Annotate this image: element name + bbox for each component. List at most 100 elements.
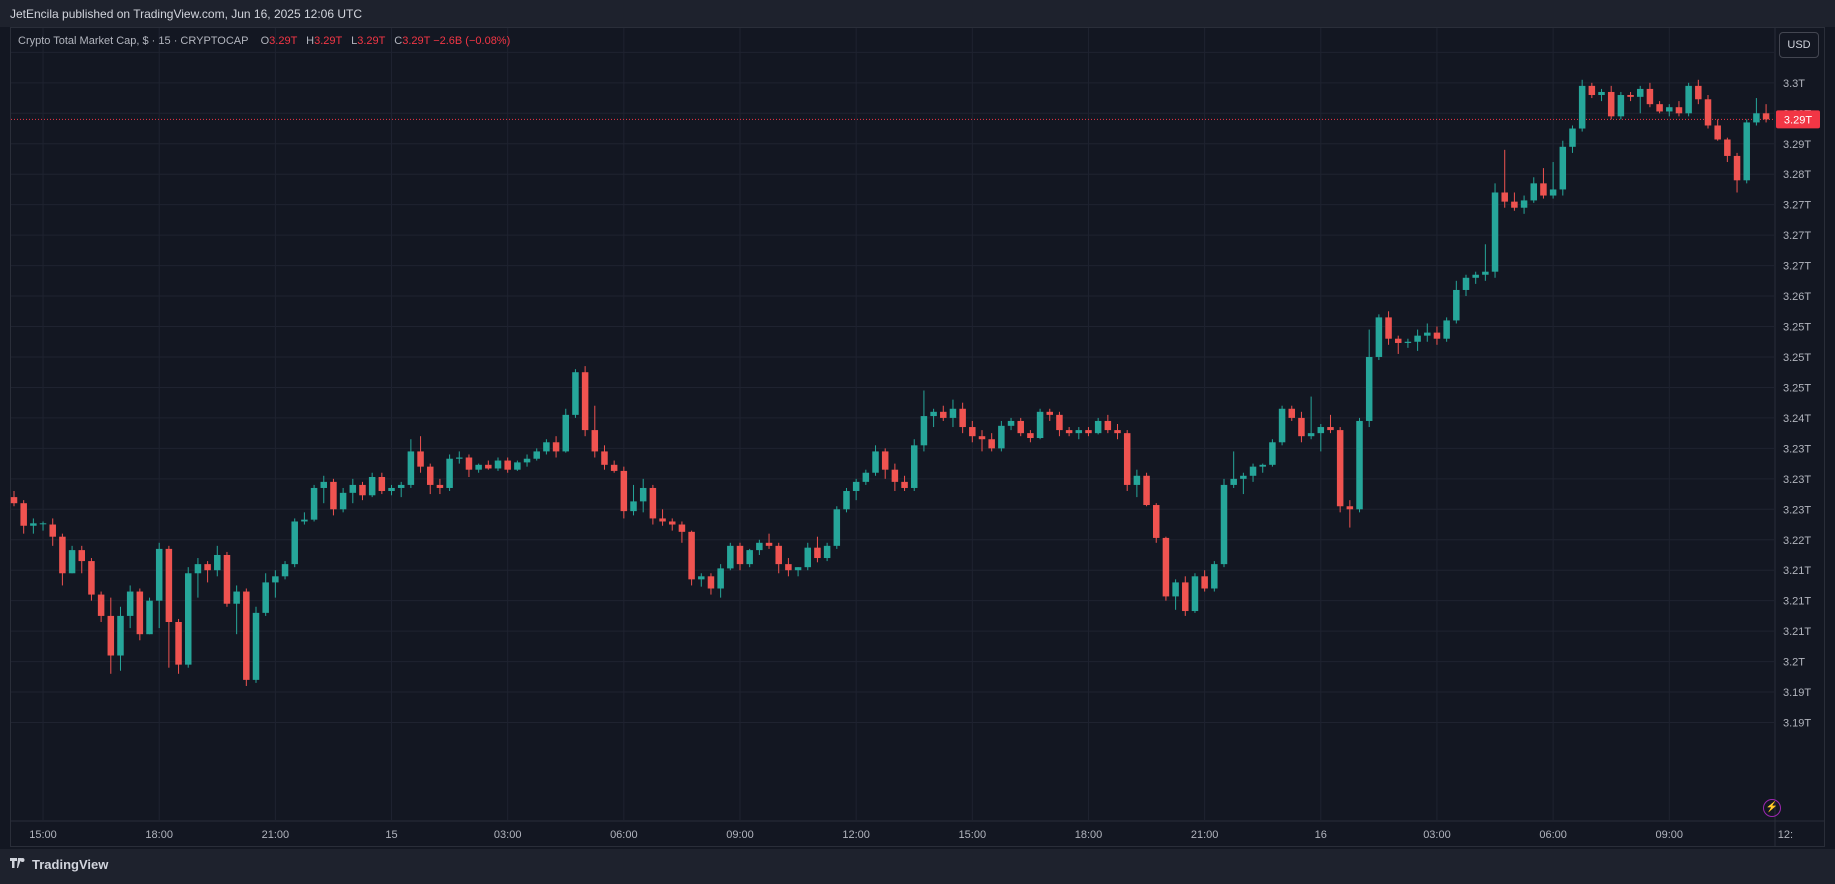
candle-body — [901, 481, 908, 488]
candle-body — [184, 573, 192, 665]
candle-body — [1433, 332, 1441, 339]
candle-body — [1336, 430, 1344, 507]
candle-body — [823, 545, 831, 559]
y-tick-label: 3.25T — [1783, 322, 1811, 334]
x-tick-label: 21:00 — [262, 829, 290, 841]
candle-body — [59, 536, 66, 574]
candle-body — [601, 451, 608, 465]
candle-body — [146, 600, 153, 635]
candle-body — [339, 492, 347, 510]
candle-body — [1666, 107, 1673, 112]
symbol-name[interactable]: Crypto Total Market Cap, $ · 15 · CRYPTO… — [18, 35, 249, 47]
candle-body — [649, 487, 657, 519]
candle-body — [794, 567, 802, 571]
candle-body — [959, 408, 966, 428]
candle-body — [155, 548, 163, 601]
candle-body — [543, 442, 550, 452]
candle-body — [804, 547, 812, 568]
candle-body — [330, 481, 337, 510]
candle-body — [523, 458, 531, 463]
candle-body — [775, 545, 782, 565]
candle-body — [1114, 430, 1121, 434]
candle-body — [727, 545, 734, 569]
candle-body — [688, 531, 695, 580]
candle-body — [475, 464, 482, 470]
candle-body — [1520, 200, 1528, 208]
candle-body — [639, 487, 647, 502]
y-tick-label: 3.24T — [1783, 413, 1811, 425]
y-tick-label: 3.25T — [1783, 382, 1811, 394]
candle-body — [881, 451, 889, 470]
candle-body — [1559, 146, 1567, 190]
candle-body — [368, 477, 376, 496]
candle-body — [1385, 317, 1392, 339]
candle-body — [833, 509, 841, 546]
y-tick-label: 3.19T — [1783, 687, 1811, 699]
candle-body — [1152, 505, 1160, 538]
candle-body — [1404, 341, 1412, 343]
candle-body — [1182, 582, 1189, 612]
candle-body — [1394, 338, 1402, 343]
x-tick-label: 06:00 — [610, 829, 638, 841]
x-tick-label: 03:00 — [494, 829, 522, 841]
candle-body — [1240, 475, 1247, 479]
candle-body — [194, 564, 202, 574]
low-value: 3.29T — [357, 35, 386, 47]
candle-body — [262, 582, 269, 613]
candle-body — [572, 372, 579, 415]
candle-body — [533, 451, 540, 459]
candle-body — [1627, 95, 1634, 97]
x-tick-label: 12:00 — [842, 829, 870, 841]
candle-body — [1656, 104, 1663, 112]
y-tick-label: 3.27T — [1783, 200, 1811, 212]
candle-body — [1578, 85, 1586, 129]
candle-body — [494, 460, 502, 469]
candle-body — [1511, 201, 1518, 208]
y-tick-label: 3.27T — [1783, 230, 1811, 242]
close-value: 3.29T — [402, 35, 431, 47]
candle-body — [620, 470, 628, 512]
candle-body — [1191, 576, 1199, 612]
candle-body — [1414, 335, 1421, 342]
tradingview-logo[interactable]: TradingView — [10, 857, 108, 872]
top-bar: JetEncila published on TradingView.com, … — [0, 0, 1835, 27]
chart-frame — [10, 27, 1825, 847]
y-tick-label: 3.28T — [1783, 169, 1811, 181]
candle-body — [1123, 433, 1131, 485]
candle-body — [301, 519, 308, 522]
candle-body — [407, 451, 415, 485]
x-tick-label: 12: — [1778, 829, 1793, 841]
y-tick-label: 3.26T — [1783, 291, 1811, 303]
candle-body — [930, 411, 937, 417]
candle-body — [1743, 122, 1750, 181]
candle-body — [165, 548, 173, 622]
candle-body — [1704, 99, 1712, 126]
x-tick-label: 15 — [385, 829, 397, 841]
candle-body — [949, 408, 957, 418]
candle-body — [1249, 466, 1257, 476]
current-price-tag — [1776, 110, 1820, 129]
candle-body — [436, 484, 444, 488]
candle-body — [1085, 430, 1092, 434]
candle-body — [117, 615, 124, 656]
candle-body — [1453, 289, 1460, 321]
candle-body — [1162, 537, 1170, 597]
candle-body — [1046, 411, 1054, 415]
x-tick-label: 15:00 — [29, 829, 57, 841]
candle-body — [1714, 125, 1721, 140]
candle-body — [349, 484, 357, 493]
candle-body — [1424, 332, 1431, 336]
lightning-icon[interactable]: ⚡ — [1763, 799, 1781, 817]
candle-body — [1365, 356, 1373, 421]
candle-body — [1201, 576, 1208, 589]
currency-button[interactable]: USD — [1779, 32, 1819, 58]
candle-body — [359, 484, 366, 496]
candle-body — [1549, 189, 1557, 196]
candle-body — [746, 550, 753, 565]
high-value: 3.29T — [314, 35, 343, 47]
y-tick-label: 3.23T — [1783, 443, 1811, 455]
candle-body — [852, 481, 860, 492]
candle-body — [68, 550, 76, 574]
candle-body — [610, 464, 618, 471]
